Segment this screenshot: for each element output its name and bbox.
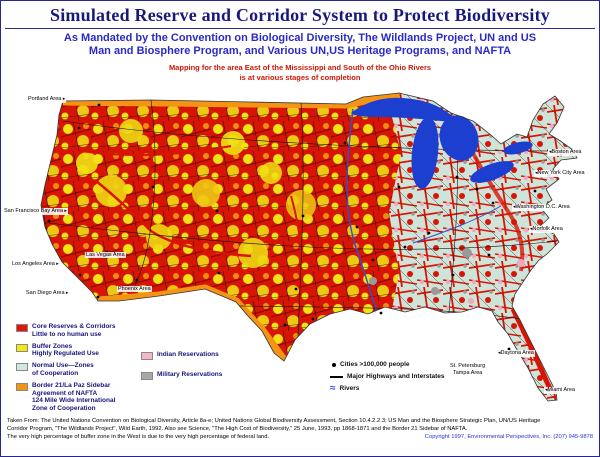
footer: Taken From: The United Nations Conventio… — [7, 418, 593, 441]
legend-item-rivers: ≈ Rivers — [330, 383, 445, 394]
legend-label: 124 Mile Wide International — [32, 397, 116, 405]
military-reservations-swatch-icon — [141, 372, 153, 380]
legend-item-highways: Major Highways and Interstates — [330, 373, 445, 380]
legend-label: Agreement of NAFTA — [32, 389, 98, 397]
title-divider — [5, 28, 595, 29]
source-line3: The very high percentage of buffer zone … — [7, 433, 270, 440]
mapping-status-note: Mapping for the area East of the Mississ… — [1, 63, 599, 83]
rivers-label: Rivers — [339, 385, 360, 392]
note-line2: is at various stages of completion — [239, 72, 361, 82]
buffer-zones-swatch-icon — [16, 343, 28, 352]
legend-label: Normal Use—Zones — [32, 362, 94, 370]
legend-item-border-21: Border 21/La Paz Sidebar Agreement of NA… — [16, 382, 115, 413]
rivers-layer — [346, 108, 502, 316]
source-line1: Taken From: The United Nations Conventio… — [7, 418, 541, 424]
legend-label: Highly Regulated Use — [32, 350, 99, 358]
subtitle-line1: As Mandated by the Convention on Biologi… — [63, 32, 537, 44]
legend-label: Indian Reservations — [157, 351, 219, 358]
header: Simulated Reserve and Corridor System to… — [1, 1, 599, 82]
indian-reservations-swatch-icon — [141, 352, 153, 360]
legend-item-cities: Cities >100,000 people — [330, 361, 445, 368]
legend-reservations: Indian Reservations Military Reservation… — [138, 349, 226, 382]
legend-zones: Core Reserves & Corridors Little to no h… — [13, 321, 119, 415]
legend-item-military-reservations: Military Reservations — [141, 371, 222, 380]
legend-label: Little to no human use — [32, 330, 102, 338]
normal-use-swatch-icon — [16, 363, 28, 372]
legend-symbols: Cities >100,000 people Major Highways an… — [327, 359, 448, 394]
highway-line-icon — [330, 375, 343, 378]
us-outline — [40, 92, 578, 402]
note-line1: Mapping for the area East of the Mississ… — [168, 62, 432, 72]
page-title: Simulated Reserve and Corridor System to… — [50, 5, 550, 25]
city-dot-icon — [332, 362, 336, 367]
legend-label: Military Reservations — [157, 371, 223, 378]
buffer-zone-patches — [76, 119, 316, 268]
great-lakes — [351, 97, 533, 189]
legend-label: Buffer Zones — [32, 342, 73, 350]
river-wave-icon: ≈ — [330, 383, 336, 394]
cities-label: Cities >100,000 people — [340, 361, 410, 368]
legend-label: Border 21/La Paz Sidebar — [32, 381, 111, 389]
legend-item-indian-reservations: Indian Reservations — [141, 351, 222, 360]
source-line2: Corridor Program, "The Wildlands Project… — [7, 425, 468, 432]
legend-item-buffer-zones: Buffer Zones Highly Regulated Use — [16, 343, 115, 359]
copyright: Copyright 1997, Environmental Perspectiv… — [424, 433, 593, 440]
core-reserves-swatch-icon — [16, 324, 28, 332]
legend-item-core-reserves: Core Reserves & Corridors Little to no h… — [16, 323, 115, 339]
legend-item-normal-use: Normal Use—Zones of Cooperation — [16, 362, 115, 378]
highways-label: Major Highways and Interstates — [347, 373, 445, 380]
border-21-swatch-icon — [16, 382, 28, 391]
legend-label: Zone of Cooperation — [32, 405, 96, 413]
legend-label: Core Reserves & Corridors — [32, 323, 116, 330]
subtitle: As Mandated by the Convention on Biologi… — [1, 32, 599, 58]
reservation-patches — [369, 248, 525, 304]
subtitle-line2: Man and Biosphere Program, and Various U… — [88, 44, 512, 57]
legend-label: of Cooperation — [32, 369, 79, 377]
